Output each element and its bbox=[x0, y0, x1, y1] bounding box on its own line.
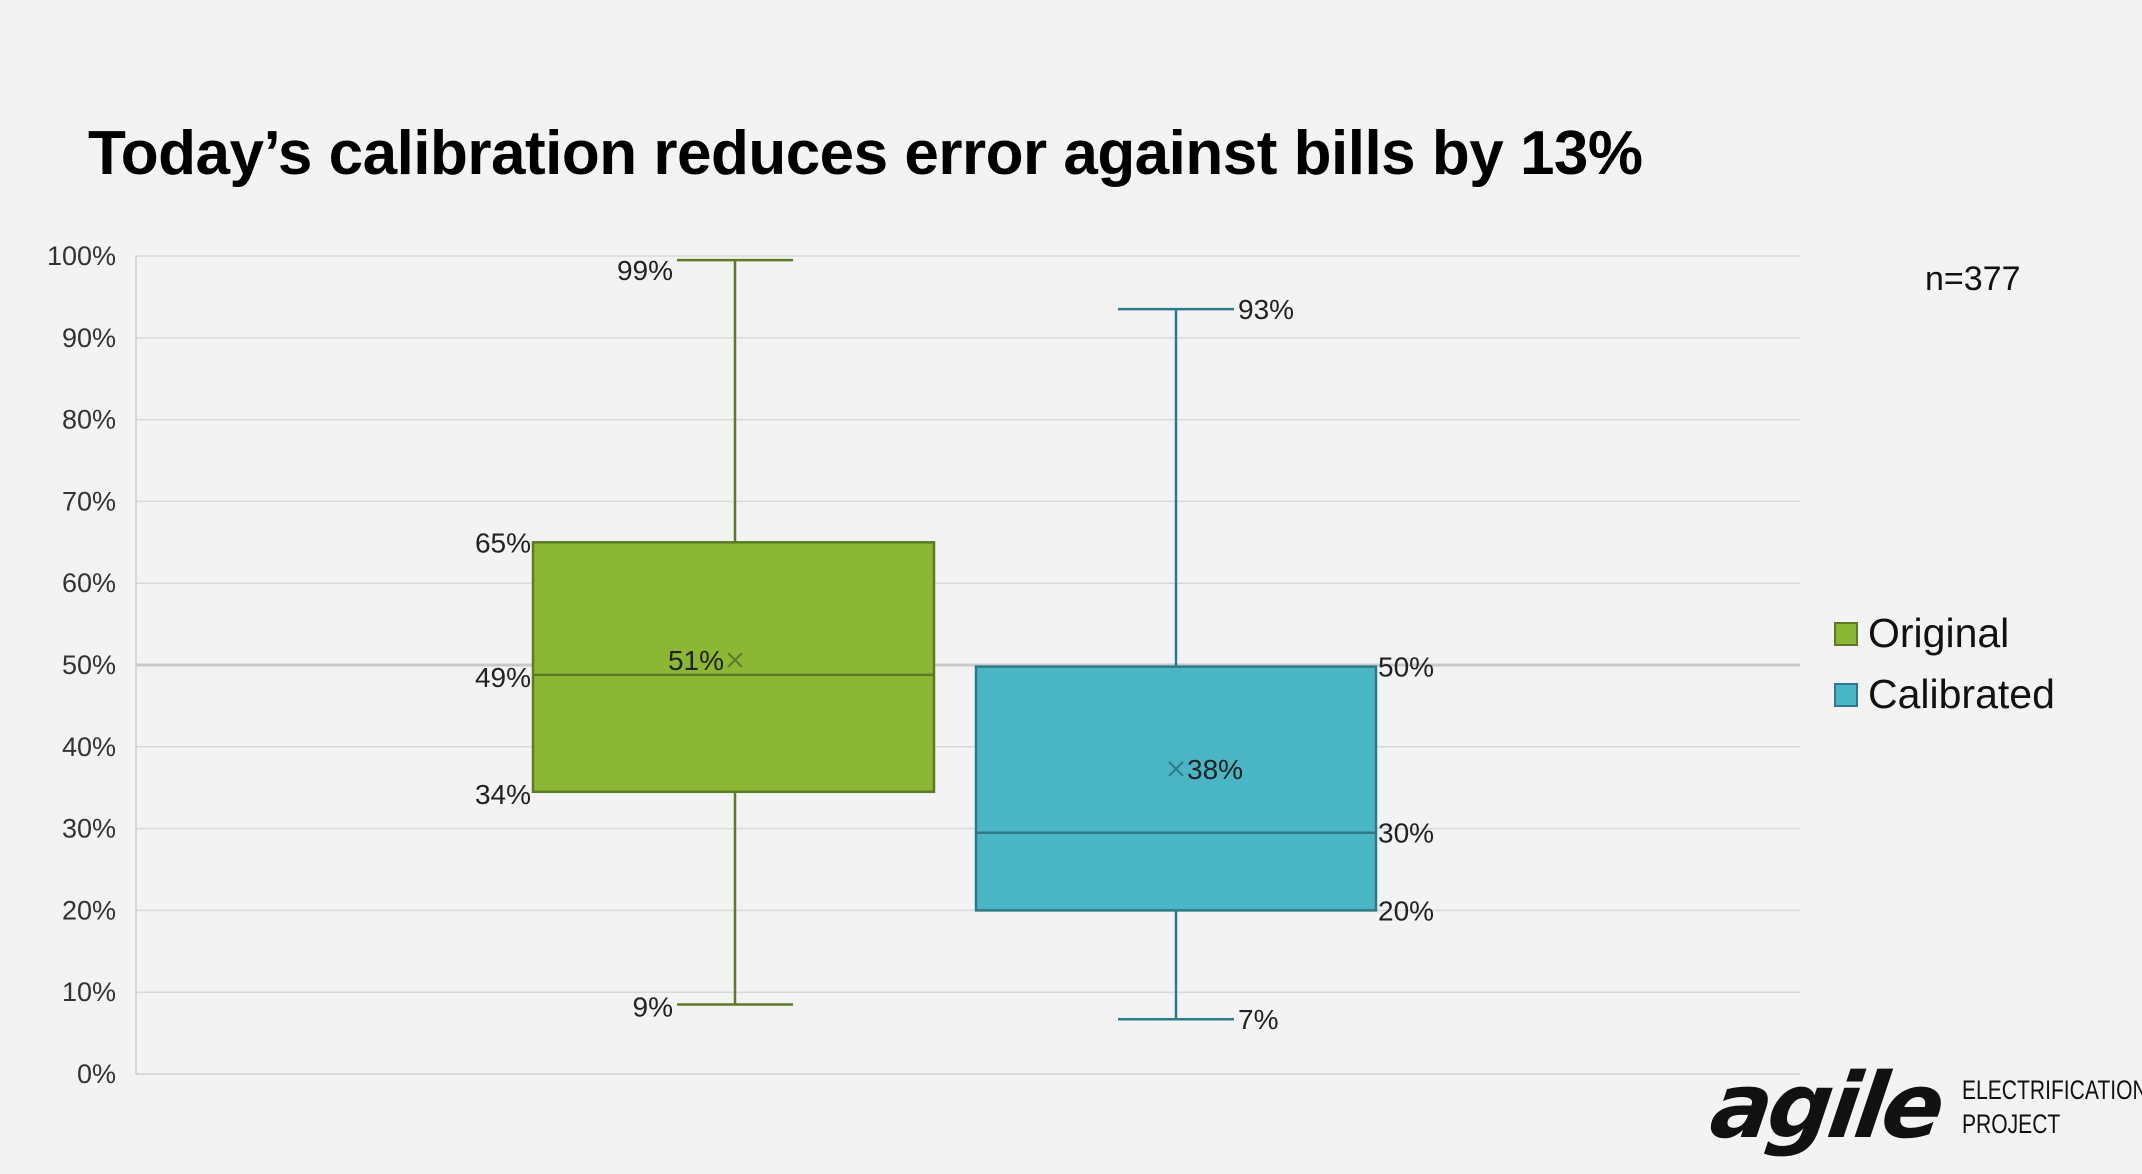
y-tick-label: 60% bbox=[62, 568, 116, 598]
mean-label: 51% bbox=[668, 645, 724, 676]
logo-wordmark: agile bbox=[1704, 1054, 1948, 1159]
chart-title: Today’s calibration reduces error agains… bbox=[88, 119, 1643, 188]
logo-line-1: ELECTRIFICATION bbox=[1961, 1075, 2142, 1105]
q3-label: 65% bbox=[475, 527, 531, 558]
max-label: 99% bbox=[617, 255, 673, 286]
mean-marker-stroke bbox=[727, 652, 743, 668]
box-calibrated: 93% 7% 50% 30% 20% 38% bbox=[974, 294, 1434, 1035]
legend-item-calibrated: Calibrated bbox=[1834, 671, 2055, 717]
y-tick-label: 30% bbox=[62, 814, 116, 844]
legend-swatch bbox=[1834, 683, 1858, 707]
iqr-box bbox=[974, 665, 1378, 912]
q1-label: 34% bbox=[475, 779, 531, 810]
logo-subtitle: ELECTRIFICATION PROJECT bbox=[1962, 1073, 2142, 1141]
logo-line-2: PROJECT bbox=[1961, 1109, 2061, 1139]
mean-marker bbox=[727, 652, 743, 668]
median-label: 49% bbox=[475, 662, 531, 693]
y-tick-label: 40% bbox=[62, 732, 116, 762]
q1-label: 20% bbox=[1378, 895, 1434, 926]
y-tick-label: 90% bbox=[62, 323, 116, 353]
y-tick-label: 100% bbox=[47, 241, 116, 271]
legend-item-original: Original bbox=[1834, 610, 2009, 656]
mean-label: 38% bbox=[1187, 754, 1243, 785]
legend-swatch bbox=[1834, 622, 1858, 646]
legend-label: Calibrated bbox=[1868, 671, 2055, 717]
min-label: 7% bbox=[1238, 1004, 1278, 1035]
min-label: 9% bbox=[633, 991, 673, 1022]
y-tick-label: 70% bbox=[62, 486, 116, 516]
q3-label: 50% bbox=[1378, 652, 1434, 683]
mean-marker-stroke bbox=[1168, 761, 1184, 777]
y-tick-label: 50% bbox=[62, 650, 116, 680]
max-label: 93% bbox=[1238, 294, 1294, 325]
iqr-box bbox=[531, 541, 936, 794]
y-tick-label: 0% bbox=[77, 1059, 116, 1089]
legend-label: Original bbox=[1868, 610, 2009, 656]
y-tick-label: 80% bbox=[62, 405, 116, 435]
sample-size-annotation: n=377 bbox=[1925, 260, 2021, 298]
median-label: 30% bbox=[1378, 818, 1434, 849]
y-tick-label: 20% bbox=[62, 895, 116, 925]
agile-logo: agile ELECTRIFICATION PROJECT bbox=[1705, 1054, 2142, 1159]
mean-marker bbox=[1168, 761, 1184, 777]
y-tick-label: 10% bbox=[62, 977, 116, 1007]
box-original: 99% 9% 65% 49% 34% 51% bbox=[475, 255, 936, 1022]
